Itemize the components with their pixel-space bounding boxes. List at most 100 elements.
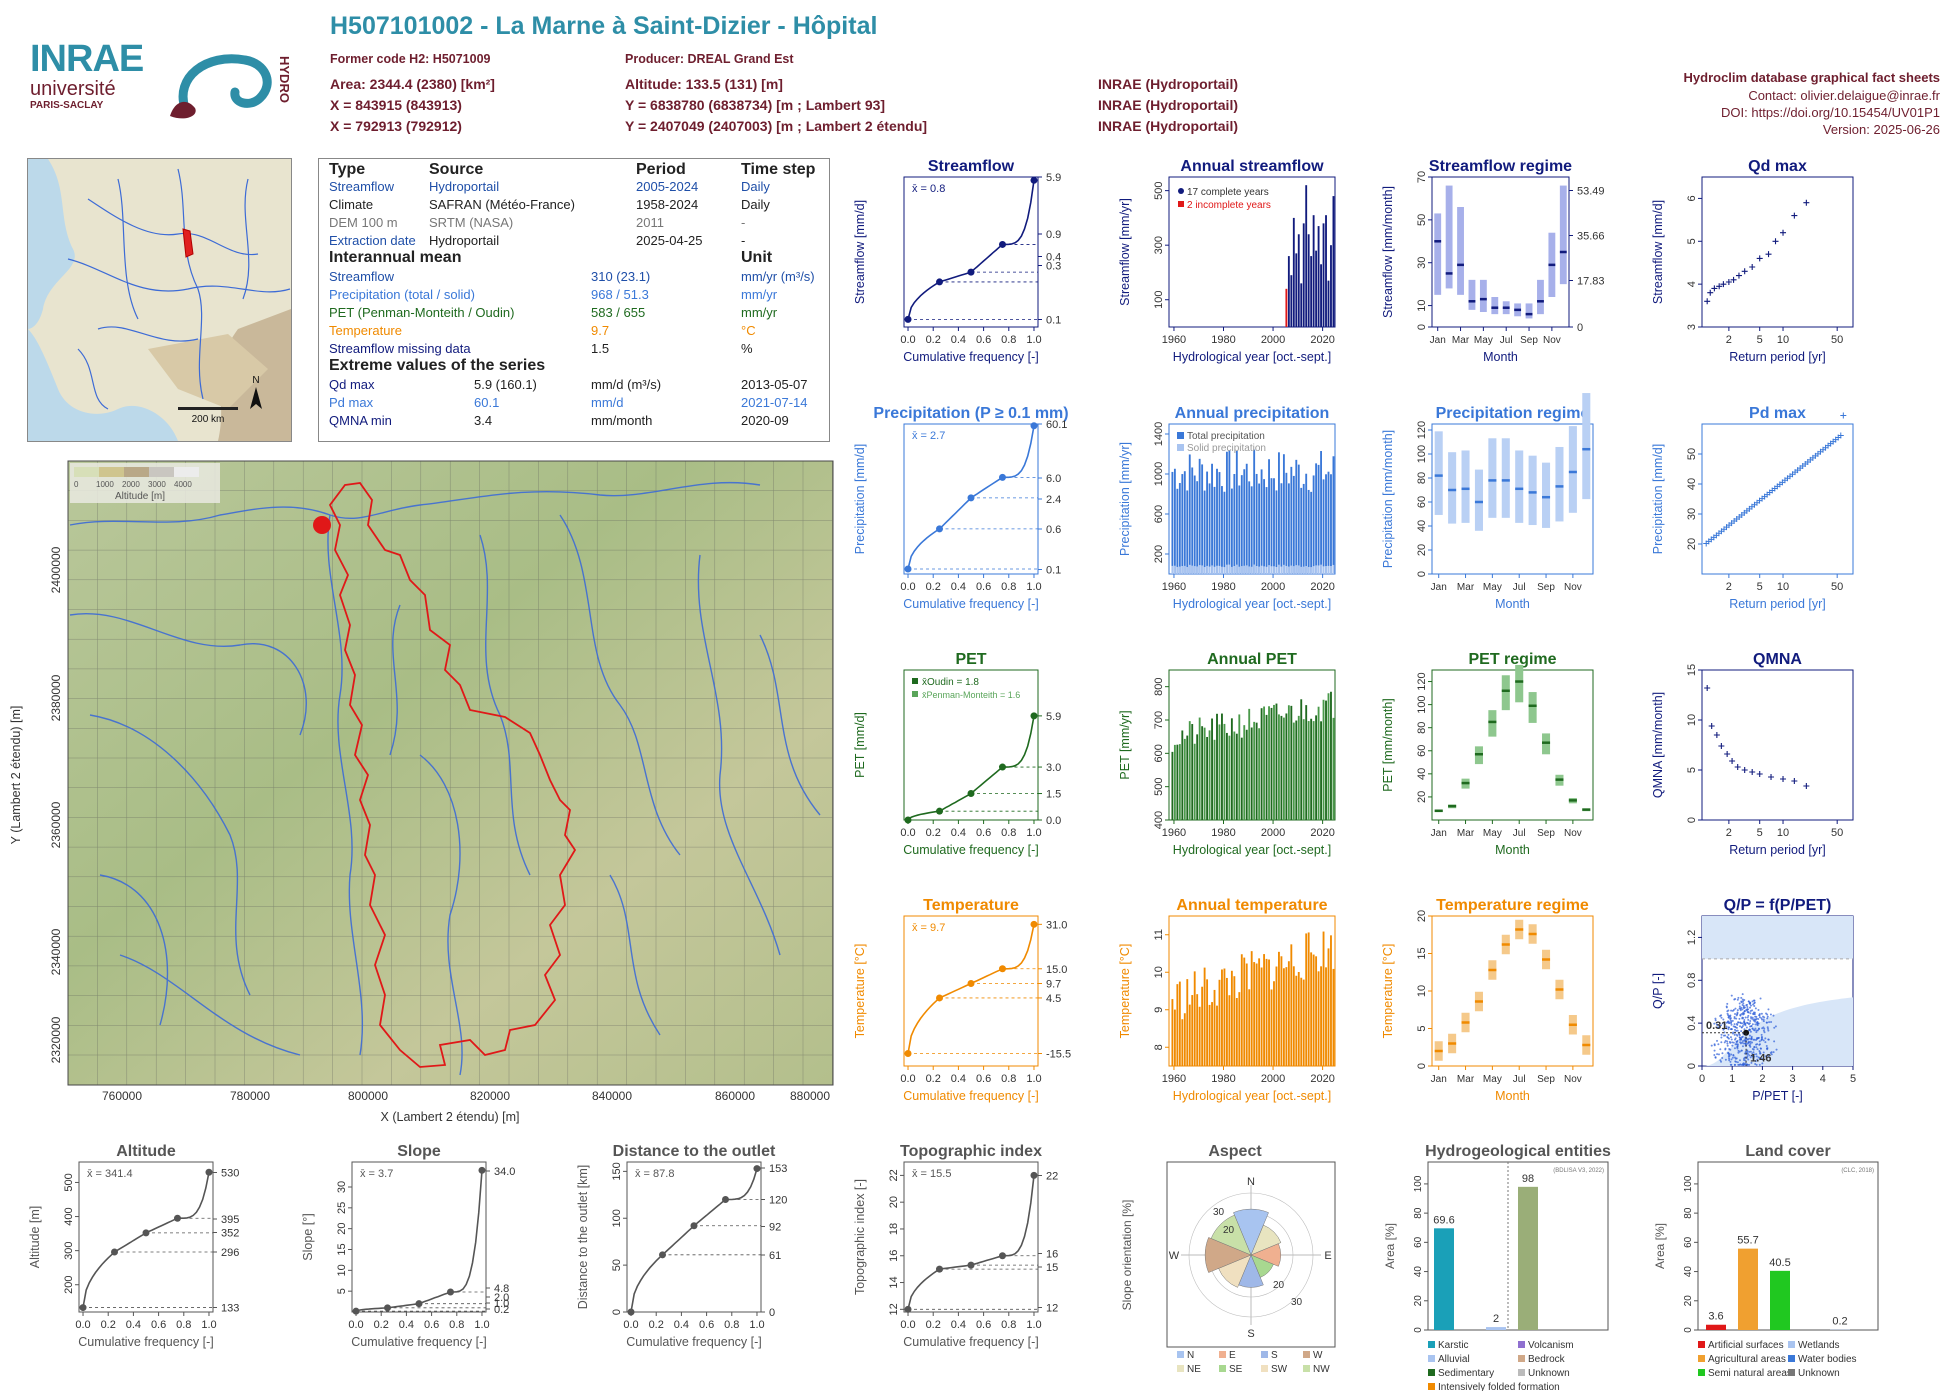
qp-point [1754,1029,1756,1031]
landcover-legend-label: Agricultural areas [1708,1354,1786,1365]
annual-temperature-bar [1219,980,1221,1066]
x-tick-label: 0.8 [724,1319,739,1331]
x-tick-label: Jul [1500,335,1513,346]
qp-point [1714,1043,1716,1045]
precip-regime-box [1502,438,1510,518]
annual-precipitation-bar-solid [1300,567,1302,574]
distance-point [628,1309,635,1316]
x-tick-label: 1980 [1211,827,1235,839]
x-tick-label: 0.2 [926,827,941,839]
annual-temperature-bar [1191,995,1193,1066]
qd-max-point [1803,200,1809,206]
hydrogeo-legend-marker [1428,1355,1435,1362]
annual-pet-bar [1253,722,1255,820]
x-tick-label: 0.6 [976,1073,991,1085]
qp-point [1726,1043,1728,1045]
annual-temperature-bar [1211,1002,1213,1066]
annual-pet-bar [1206,737,1208,820]
qp-point [1737,997,1739,999]
x-tick-label: Nov [1564,828,1582,839]
streamflow-curve [908,180,1034,319]
qp-point [1741,1013,1743,1015]
y-tick-label: 10 [336,1264,348,1276]
annual-temperature-bar [1266,959,1268,1066]
x-tick-label: 0.4 [951,334,966,346]
precip-regime-box [1515,450,1523,522]
annual-pet-bar [1209,730,1211,820]
aspect-legend-label: S [1271,1350,1278,1361]
x-tick-label: Jan [1430,335,1446,346]
temp-regime-ylabel: Temperature [°C] [1381,944,1395,1039]
y-tick-label: 10 [1416,985,1428,997]
annual-pet-bar [1243,725,1245,820]
qp-point [1735,1030,1737,1032]
qp-point [1728,1022,1730,1024]
annual-temperature-bar [1310,952,1312,1066]
qp-point [1730,1021,1732,1023]
x-tick-label: 2 [1726,581,1732,593]
pet-xlabel: Cumulative frequency [-] [903,843,1038,857]
annual-pet-bar [1219,724,1221,820]
legend-oudin: x̄Oudin = 1.8 [922,677,979,688]
annual-precipitation-bar-solid [1176,567,1178,574]
x-tick-label: 0.0 [900,827,915,839]
annual-precipitation-bar [1280,483,1282,574]
annual-precipitation-bar-solid [1283,565,1285,574]
precipitation-point [1030,422,1037,429]
annual-pet-bar [1181,730,1183,820]
streamflow-point [1030,177,1037,184]
annual-pet-bar [1323,700,1325,820]
y-tick-label: 100 [1416,695,1428,713]
precip-regime-box [1569,426,1577,513]
qd-max-frame [1702,177,1853,327]
source-3: INRAE (Hydroportail) [1098,118,1238,134]
doi-link[interactable]: DOI: https://doi.org/10.15454/UV01P1 [1721,105,1940,120]
qp-point [1739,1034,1741,1036]
annual-pet-bar [1176,745,1178,820]
y-lambert2: Y = 2407049 (2407003) [m ; Lambert 2 éte… [625,118,927,134]
x-tick-label: 0.0 [348,1319,363,1331]
hydrogeo-bar [1486,1327,1506,1330]
qp-point [1750,1041,1752,1043]
qp-point [1770,1021,1772,1023]
right-tick-label: 6.0 [1046,473,1061,485]
qp-point [1718,1053,1720,1055]
qp-point [1736,1013,1738,1015]
annual-precipitation-bar-solid [1308,567,1310,574]
annual-streamflow-bar [1308,234,1310,327]
landcover-bar-label: 40.5 [1769,1257,1790,1269]
aspect-legend-marker [1219,1365,1226,1372]
y-tick-label: 20 [1413,1295,1424,1307]
precipitation-panel: Precipitation (P ≥ 0.1 mm)Cumulative fre… [852,402,1072,617]
annual-precipitation-bar [1226,452,1228,574]
x-tick-label: 0.2 [926,1073,941,1085]
y-tick-label: 16 [888,1250,900,1262]
annual-precipitation-bar [1199,459,1201,574]
x-tick-label: 50 [1831,581,1843,593]
qp-point [1723,1035,1725,1037]
source-1: INRAE (Hydroportail) [1098,76,1238,92]
x-tick-label: 0.0 [900,581,915,593]
annual-precipitation-bar-solid [1273,566,1275,574]
qp-point [1732,1010,1734,1012]
annual-precipitation-bar-solid [1221,567,1223,574]
right-tick-label: 9.7 [1046,979,1061,991]
qd-max-point [1766,251,1772,257]
annual-precipitation-bar [1323,479,1325,574]
legend-penman: x̄Penman-Monteith = 1.6 [922,690,1020,700]
topo-frame [904,1162,1038,1312]
qp-point [1738,1018,1740,1020]
annual-precipitation-bar [1214,487,1216,574]
qp-point [1754,1016,1756,1018]
annual-precipitation-bar [1303,484,1305,574]
x-tick-label: 50 [1831,334,1843,346]
hydrogeo-title: Hydrogeological entities [1425,1143,1611,1160]
qp-point [1724,1049,1726,1051]
temperature-point [1030,921,1037,928]
annual-precipitation-bar-solid [1191,566,1193,574]
annual-pet-bar [1258,728,1260,820]
altitude-title: Altitude [116,1143,176,1160]
temperature-point [905,1050,912,1057]
annual-precipitation-bar-solid [1194,566,1196,574]
